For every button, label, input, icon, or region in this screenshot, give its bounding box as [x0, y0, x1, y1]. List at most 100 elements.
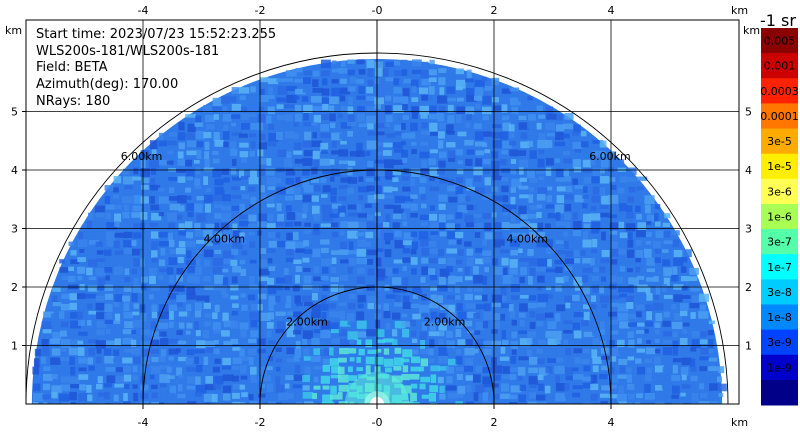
sector-cell — [97, 402, 107, 404]
sector-cell — [158, 241, 169, 247]
sector-cell — [671, 274, 679, 282]
sector-cell — [375, 67, 383, 77]
sector-cell — [330, 122, 336, 129]
sector-cell — [671, 230, 680, 236]
sector-cell — [61, 293, 71, 299]
sector-cell — [313, 239, 322, 244]
sector-cell — [455, 114, 462, 123]
sector-cell — [223, 141, 229, 148]
sector-cell — [510, 159, 517, 164]
sector-cell — [626, 374, 632, 383]
sector-cell — [580, 141, 589, 148]
sector-cell — [565, 250, 573, 257]
sector-cell — [491, 248, 502, 258]
sector-cell — [529, 178, 537, 183]
sector-cell — [681, 357, 692, 366]
sector-cell — [321, 204, 333, 213]
sector-cell — [123, 365, 132, 373]
sector-cell — [393, 149, 405, 153]
sector-cell — [113, 266, 124, 276]
y-tick-label-left: 4 — [11, 164, 18, 177]
sector-cell — [619, 203, 627, 212]
sector-cell — [401, 358, 410, 363]
sector-cell — [140, 150, 150, 159]
sector-cell — [590, 205, 597, 211]
sector-cell — [483, 311, 493, 320]
sector-cell — [330, 222, 339, 228]
sector-cell — [565, 140, 572, 149]
sector-cell — [176, 302, 183, 307]
sector-cell — [510, 204, 517, 210]
sector-cell — [356, 95, 366, 100]
sector-cell — [583, 365, 591, 372]
sector-cell — [159, 268, 168, 273]
colorbar-label: 1e-7 — [767, 261, 792, 274]
sector-cell — [337, 392, 343, 400]
sector-cell — [582, 257, 593, 264]
sector-cell — [331, 168, 341, 177]
sector-cell — [591, 320, 599, 326]
sector-cell — [600, 258, 610, 264]
sector-cell — [132, 284, 144, 293]
sector-cell — [680, 311, 688, 317]
sector-cell — [60, 376, 71, 383]
sector-cell — [448, 239, 458, 245]
sector-cell — [248, 133, 257, 138]
sector-cell — [573, 312, 585, 318]
sector-cell — [214, 295, 225, 304]
sector-cell — [294, 364, 301, 374]
sector-cell — [70, 320, 81, 329]
sector-cell — [249, 241, 256, 248]
sector-cell — [95, 366, 103, 376]
sector-cell — [178, 142, 185, 150]
sector-cell — [482, 239, 488, 246]
sector-cell — [356, 311, 365, 321]
sector-cell — [320, 275, 329, 281]
sector-cell — [50, 357, 61, 365]
sector-cell — [167, 375, 175, 379]
sector-cell — [240, 401, 246, 404]
sector-cell — [229, 141, 237, 150]
sector-cell — [482, 275, 488, 285]
sector-cell — [580, 130, 587, 137]
sector-cell — [383, 338, 394, 343]
sector-cell — [230, 338, 239, 345]
sector-cell — [321, 113, 332, 120]
sector-cell — [501, 330, 507, 340]
sector-cell — [123, 222, 135, 228]
sector-cell — [636, 393, 643, 399]
sector-cell — [590, 393, 598, 401]
sector-cell — [241, 340, 250, 348]
sector-cell — [187, 401, 197, 404]
sector-cell — [184, 221, 193, 229]
sector-cell — [241, 157, 248, 163]
sector-cell — [322, 385, 330, 390]
sector-cell — [322, 364, 331, 372]
sector-cell — [700, 348, 709, 355]
sector-cell — [114, 383, 124, 388]
sector-cell — [365, 356, 375, 365]
sector-cell — [439, 385, 445, 393]
sector-cell — [212, 322, 221, 331]
sector-cell — [151, 356, 159, 363]
sector-cell — [329, 322, 339, 331]
sector-cell — [421, 122, 428, 129]
sector-cell — [347, 130, 354, 137]
sector-cell — [600, 365, 608, 371]
sector-cell — [430, 131, 438, 136]
sector-cell — [482, 142, 488, 148]
sector-cell — [421, 394, 429, 399]
sector-cell — [267, 285, 277, 294]
sector-cell — [302, 204, 309, 213]
sector-cell — [214, 222, 220, 231]
sector-cell — [383, 311, 391, 319]
sector-cell — [518, 96, 526, 102]
colorbar-label: 0.001 — [764, 60, 796, 73]
sector-cell — [663, 267, 673, 277]
sector-cell — [609, 295, 621, 300]
sector-cell — [637, 195, 648, 204]
sector-cell — [186, 140, 197, 148]
sector-cell — [329, 401, 335, 404]
sector-cell — [403, 232, 413, 240]
sector-cell — [403, 78, 412, 84]
